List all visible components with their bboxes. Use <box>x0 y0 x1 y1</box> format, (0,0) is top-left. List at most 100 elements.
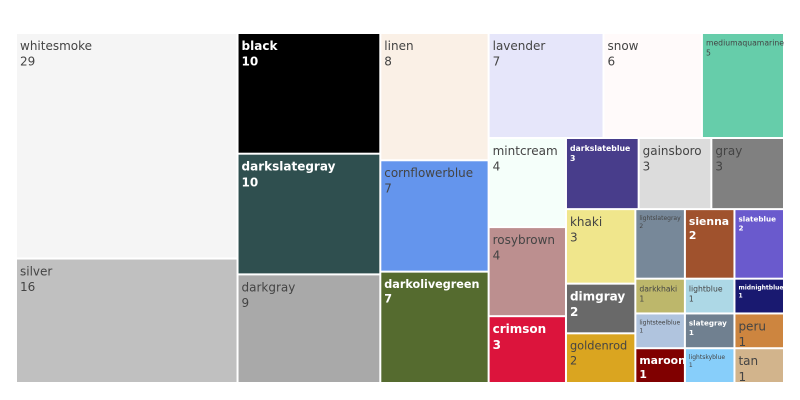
tile-rect <box>735 349 783 382</box>
tile-value: 2 <box>738 224 743 233</box>
tile-rect <box>17 34 237 258</box>
tile-label: khaki <box>570 215 602 229</box>
tile-value: 3 <box>570 154 575 163</box>
tile-rect <box>735 314 783 348</box>
tile-label: snow <box>607 39 638 53</box>
tile-rect <box>685 279 734 313</box>
tile-snow[interactable]: snow 6 <box>604 34 701 137</box>
tile-value: 3 <box>493 338 501 352</box>
tile-label: dimgray <box>570 290 625 304</box>
tile-value: 29 <box>20 55 35 69</box>
tile-value: 1 <box>639 294 644 303</box>
tile-rect <box>238 154 380 274</box>
tile-label: silver <box>20 265 52 279</box>
tile-label: tan <box>738 354 758 368</box>
tile-value: 16 <box>20 280 35 294</box>
tile-label: linen <box>384 39 413 53</box>
tile-value: 1 <box>738 292 742 299</box>
tile-value: 1 <box>738 370 746 384</box>
tile-value: 1 <box>689 362 693 369</box>
tile-label: darkslategray <box>242 160 336 174</box>
tile-label: maroon <box>639 354 685 367</box>
tile-peru[interactable]: peru 1 <box>735 314 783 349</box>
tile-khaki[interactable]: khaki 3 <box>566 210 635 283</box>
tile-gainsboro[interactable]: gainsboro 3 <box>639 139 711 209</box>
tile-black[interactable]: black 10 <box>238 34 380 153</box>
tile-rect <box>381 34 488 160</box>
tile-value: 7 <box>384 182 392 196</box>
tile-value: 1 <box>689 294 694 303</box>
tile-label: rosybrown <box>493 233 555 247</box>
tile-rect <box>685 210 734 278</box>
tile-label: darkolivegreen <box>384 278 479 291</box>
tile-label: slategray <box>689 319 727 328</box>
tile-rect <box>566 334 635 382</box>
tile-darkgray[interactable]: darkgray 9 <box>238 275 380 382</box>
tile-lavender[interactable]: lavender 7 <box>489 34 603 137</box>
tile-linen[interactable]: linen 8 <box>381 34 488 160</box>
tile-value: 1 <box>738 335 746 349</box>
tile-rect <box>735 210 783 278</box>
tile-rect <box>381 272 488 382</box>
tile-value: 3 <box>715 160 723 174</box>
tile-rect <box>381 161 488 271</box>
tile-rect <box>566 210 635 283</box>
tile-value: 4 <box>493 160 501 174</box>
tile-rect <box>639 139 711 209</box>
tile-label: goldenrod <box>570 339 627 353</box>
tile-value: 9 <box>242 296 250 310</box>
tile-rect <box>685 314 734 348</box>
tile-label: mintcream <box>493 144 558 158</box>
tile-rect <box>735 279 783 313</box>
tile-value: 5 <box>706 49 711 58</box>
tile-label: gainsboro <box>643 144 702 158</box>
tile-mintcream[interactable]: mintcream 4 <box>489 139 565 227</box>
tile-rect <box>489 228 565 316</box>
tile-label: gray <box>715 144 742 158</box>
tile-rosybrown[interactable]: rosybrown 4 <box>489 228 565 316</box>
tile-rect <box>604 34 701 137</box>
tile-rect <box>17 259 237 382</box>
tile-crimson[interactable]: crimson 3 <box>489 317 565 382</box>
tile-rect <box>238 34 380 153</box>
tile-value: 4 <box>493 249 501 263</box>
tile-value: 1 <box>639 327 643 334</box>
tile-label: darkslateblue <box>570 144 630 153</box>
tile-whitesmoke[interactable]: whitesmoke 29 <box>17 34 237 258</box>
tile-label: mediumaquamarine <box>706 39 784 48</box>
tile-label: peru <box>738 319 766 333</box>
tile-value: 1 <box>689 328 694 337</box>
tile-value: 1 <box>639 368 647 381</box>
tile-cornflowerblue[interactable]: cornflowerblue 7 <box>381 161 488 271</box>
tile-rect <box>702 34 783 137</box>
tile-rect <box>636 349 684 382</box>
tile-rect <box>489 139 565 227</box>
tile-tan[interactable]: tan 1 <box>735 349 783 384</box>
tile-value: 2 <box>570 353 577 367</box>
tile-value: 7 <box>384 292 392 305</box>
tile-value: 2 <box>570 305 578 319</box>
tile-value: 7 <box>493 55 501 69</box>
tile-label: black <box>242 39 279 53</box>
tile-gray[interactable]: gray 3 <box>712 139 783 209</box>
tile-rect <box>636 314 684 348</box>
tile-value: 10 <box>242 55 259 69</box>
tile-rect <box>566 284 635 333</box>
